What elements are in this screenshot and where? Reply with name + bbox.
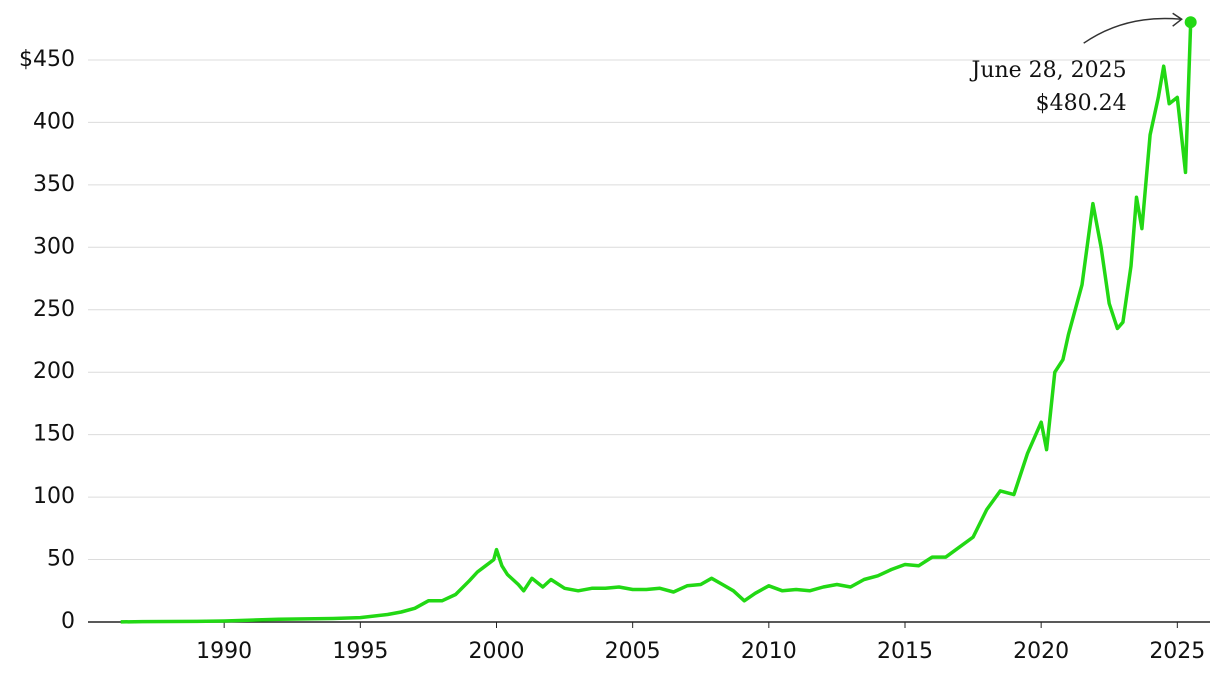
y-tick-label: 0 <box>61 609 75 634</box>
x-tick-label: 2025 <box>1149 639 1205 664</box>
x-tick-label: 2005 <box>605 639 661 664</box>
y-tick-label: 300 <box>33 234 75 259</box>
annotation-arrow <box>1083 17 1181 44</box>
annotation-date: June 28, 2025 <box>970 58 1127 83</box>
y-tick-label: 250 <box>33 297 75 322</box>
y-tick-label: 200 <box>33 359 75 384</box>
y-tick-label: 100 <box>33 484 75 509</box>
x-tick-label: 1990 <box>196 639 252 664</box>
y-tick-label: 400 <box>33 109 75 134</box>
y-tick-label: $450 <box>19 47 75 72</box>
arrow-head <box>1172 12 1183 27</box>
x-tick-label: 2015 <box>877 639 933 664</box>
x-tick-label: 2000 <box>468 639 524 664</box>
annotation-value: $480.24 <box>1036 91 1127 116</box>
x-tick-label: 1995 <box>332 639 388 664</box>
annotation-dot <box>1184 16 1197 29</box>
y-tick-label: 350 <box>33 172 75 197</box>
x-tick-label: 2020 <box>1013 639 1069 664</box>
x-tick-label: 2010 <box>741 639 797 664</box>
y-tick-label: 50 <box>47 547 75 572</box>
price-line <box>120 22 1193 624</box>
y-tick-label: 150 <box>33 422 75 447</box>
